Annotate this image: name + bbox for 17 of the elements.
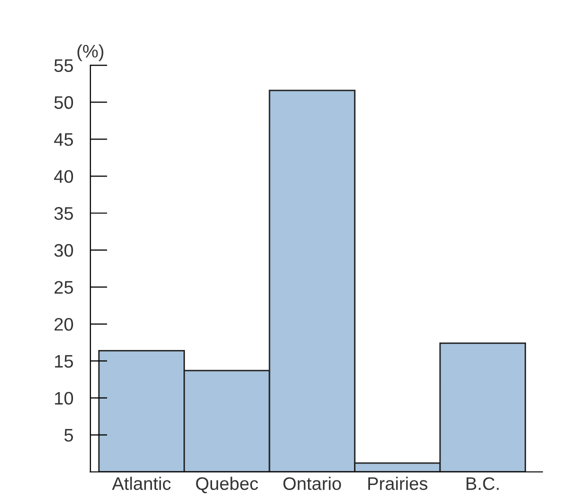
x-tick-label: Prairies [368,476,428,490]
y-tick-label: 55 [54,59,73,72]
y-tick-label: 40 [54,170,74,183]
y-tick-label: 45 [54,133,73,146]
y-tick-label: 5 [64,429,73,442]
y-tick-label: 10 [55,392,74,405]
y-tick-label: 25 [54,280,73,294]
y-tick-label: 20 [54,318,74,331]
y-tick-label: 35 [54,207,73,220]
y-tick-label: 50 [54,96,74,109]
x-tick-label: B.C. [466,477,499,490]
y-tick-label: 30 [54,244,74,257]
y-tick-label: 15 [55,355,73,368]
x-tick-label: Ontario [283,476,341,490]
y-axis-title: (%) [77,44,104,62]
x-tick-label: Atlantic [112,476,171,490]
x-tick-label: Quebec [196,476,258,494]
